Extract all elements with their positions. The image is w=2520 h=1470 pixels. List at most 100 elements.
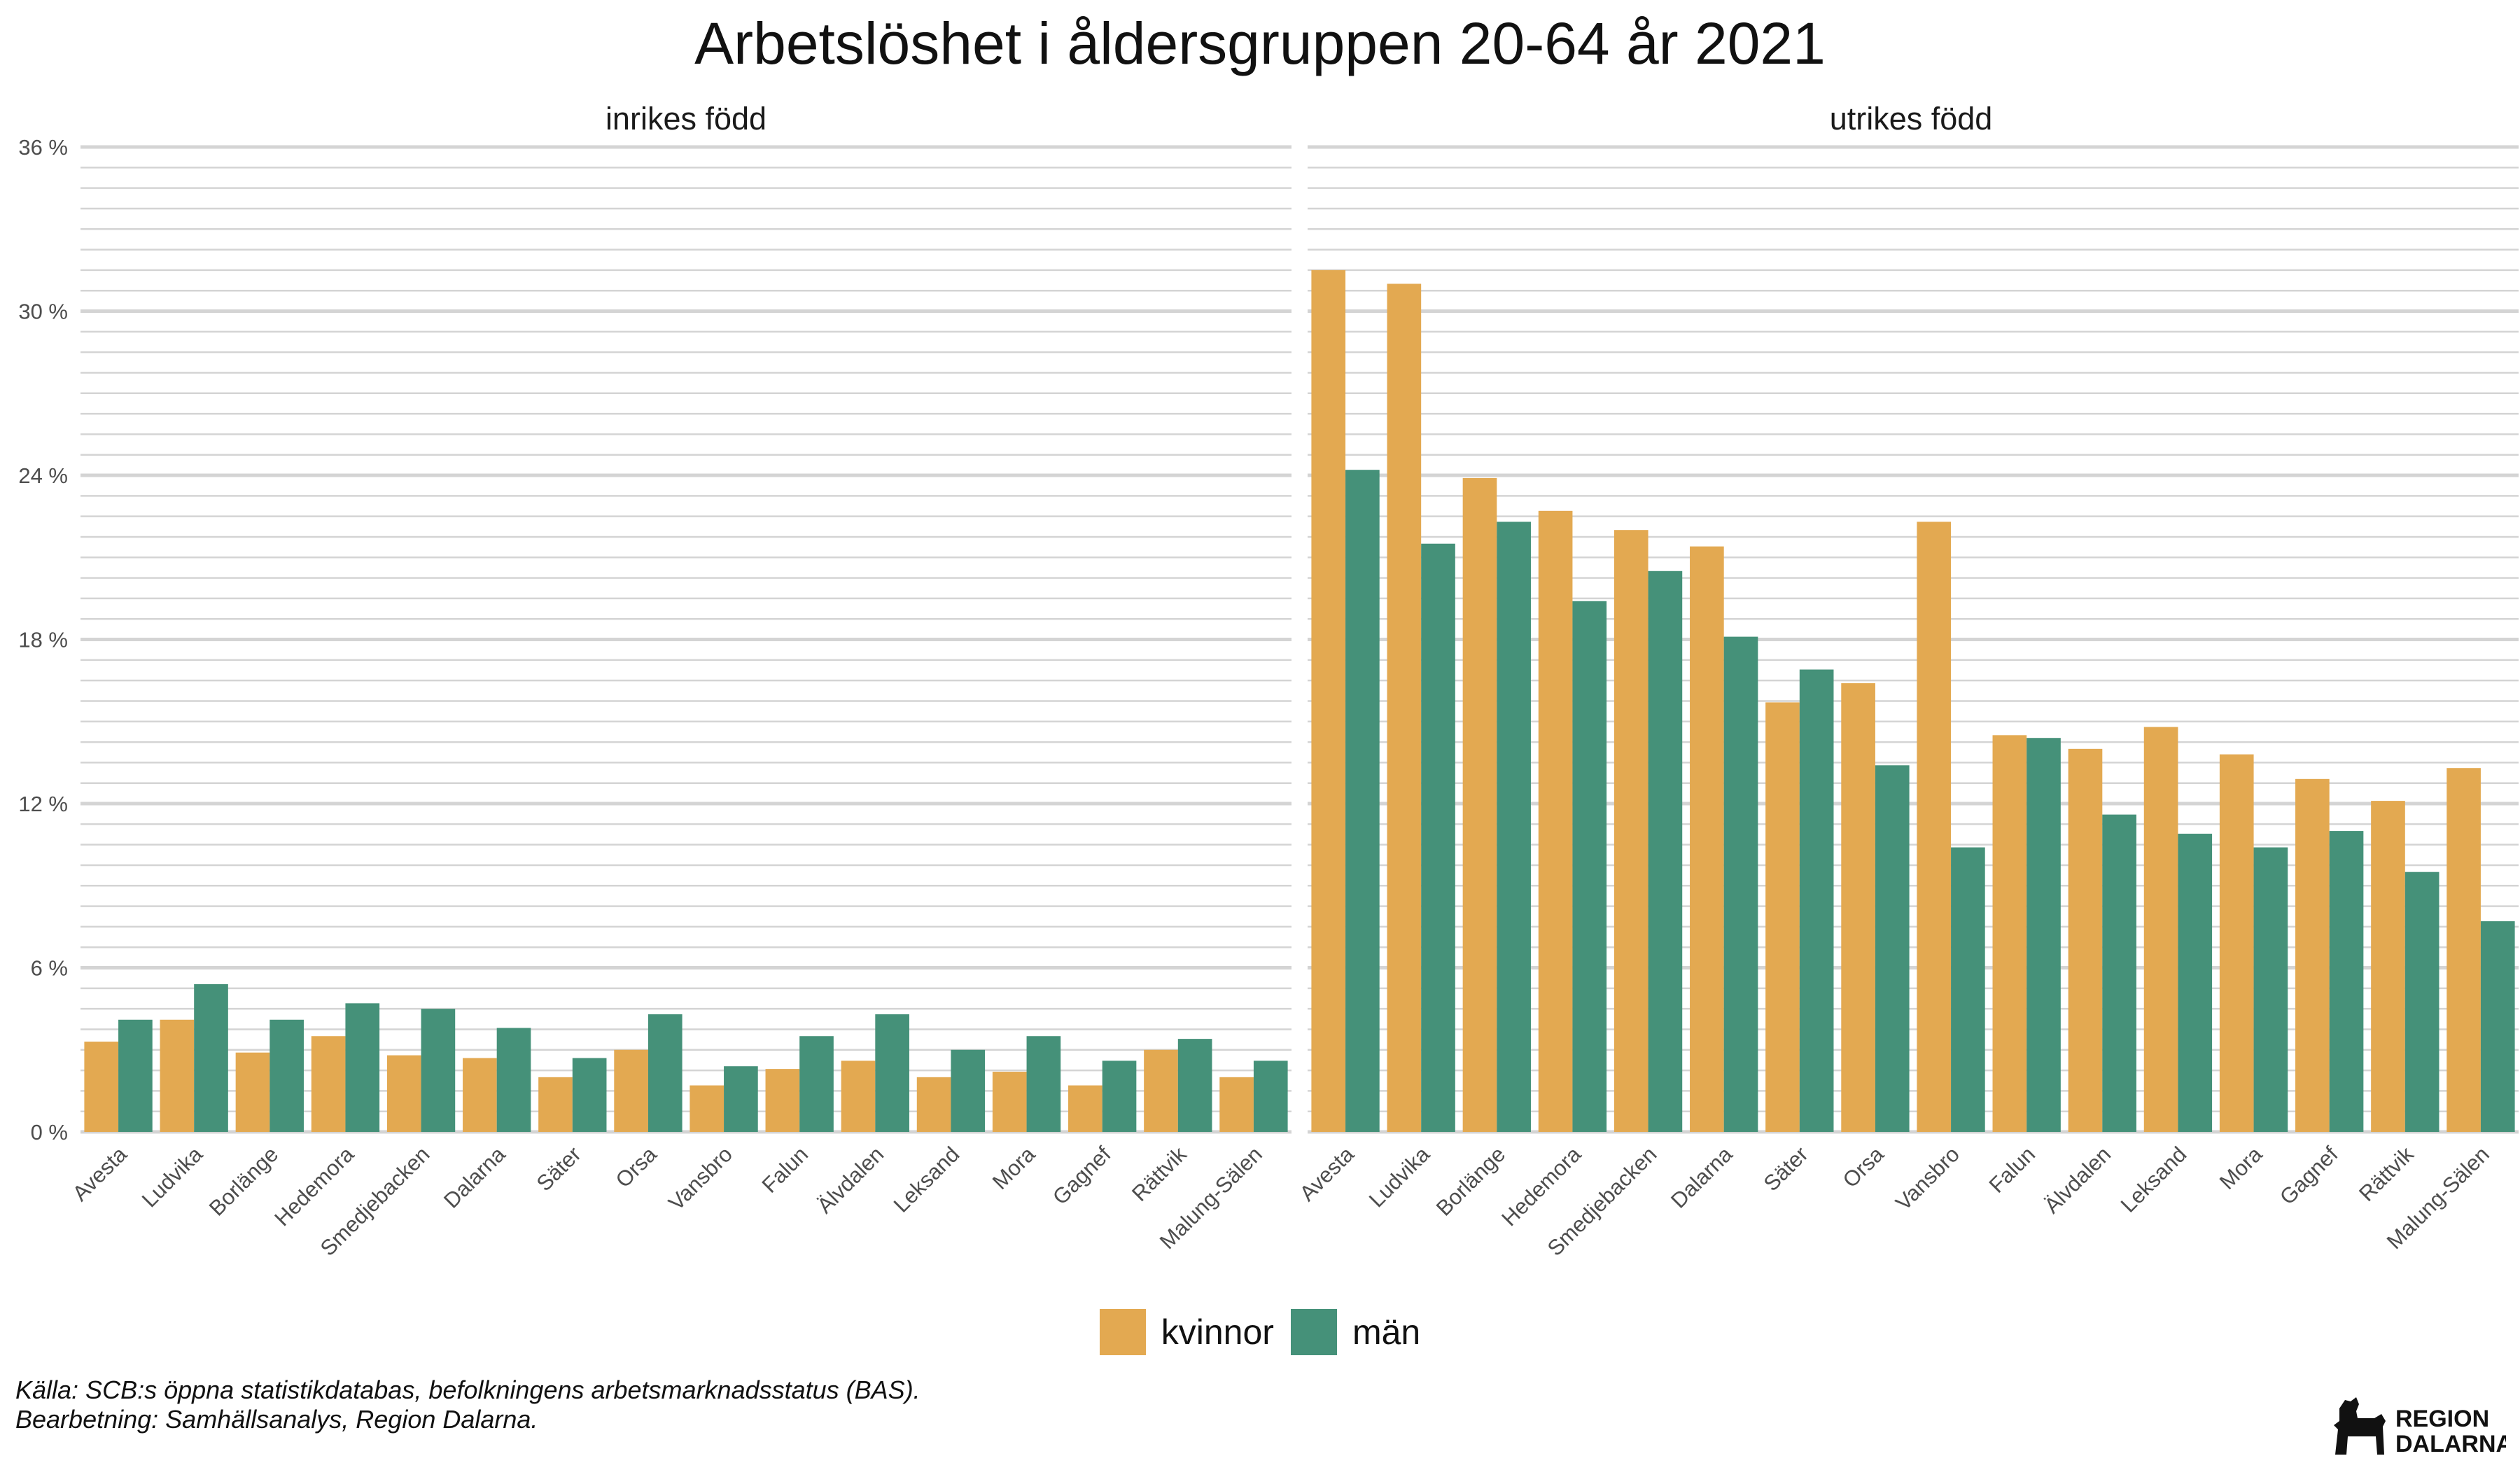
x-tick-label: Leksand bbox=[889, 1142, 965, 1217]
y-tick-label: 36 % bbox=[18, 135, 68, 160]
bar-man-dalarna bbox=[496, 1028, 531, 1132]
bar-kvinnor-rättvik bbox=[2371, 801, 2405, 1132]
bar-man-ludvika bbox=[194, 983, 228, 1132]
x-tick-label: Vansbro bbox=[1891, 1142, 1964, 1215]
bar-kvinnor-ludvika bbox=[1387, 284, 1422, 1133]
x-tick-label: Borlänge bbox=[204, 1142, 283, 1220]
x-tick-label: Leksand bbox=[2116, 1142, 2192, 1217]
bar-man-säter bbox=[1799, 669, 1834, 1132]
bar-kvinnor-falun bbox=[765, 1069, 800, 1132]
bar-kvinnor-säter bbox=[1765, 702, 1800, 1132]
x-tick-label: Avesta bbox=[1295, 1142, 1359, 1206]
bar-kvinnor-avesta bbox=[1311, 270, 1346, 1132]
x-tick-label: Orsa bbox=[1838, 1142, 1889, 1193]
bar-kvinnor-leksand bbox=[916, 1077, 951, 1132]
bar-man-falun bbox=[799, 1036, 834, 1132]
logo-text-line-1: REGION bbox=[2395, 1406, 2489, 1432]
bar-kvinnor-vansbro bbox=[690, 1085, 724, 1132]
y-tick-label: 18 % bbox=[18, 628, 68, 652]
x-tick-label: Falun bbox=[1984, 1142, 2040, 1198]
x-tick-label: Vansbro bbox=[664, 1142, 737, 1215]
legend-swatch-kvinnor bbox=[1099, 1309, 1146, 1355]
y-tick-label: 0 % bbox=[31, 1120, 68, 1144]
source-caption: Källa: SCB:s öppna statistikdatabas, bef… bbox=[15, 1376, 920, 1434]
bar-man-älvdalen bbox=[875, 1014, 909, 1132]
y-axis: 0 % 6 % 12 % 18 % 24 % 30 % 36 % bbox=[18, 135, 68, 1144]
bar-man-vansbro bbox=[724, 1066, 758, 1132]
chart-title: Arbetslöshet i åldersgruppen 20-64 år 20… bbox=[694, 10, 1826, 76]
bar-kvinnor-mora bbox=[992, 1072, 1027, 1132]
bar-kvinnor-leksand bbox=[2143, 727, 2178, 1132]
legend-label-man: män bbox=[1352, 1312, 1421, 1352]
x-tick-label: Mora bbox=[988, 1142, 1040, 1194]
legend: kvinnor män bbox=[0, 1309, 2520, 1355]
bar-man-gagnef bbox=[1102, 1060, 1137, 1132]
x-tick-label: Avesta bbox=[68, 1142, 132, 1206]
bar-kvinnor-dalarna bbox=[1690, 546, 1724, 1132]
bar-man-hedemora bbox=[1572, 601, 1607, 1132]
dala-horse-icon bbox=[2334, 1397, 2386, 1455]
region-logo: REGION DALARNA bbox=[2334, 1397, 2506, 1457]
y-tick-label: 12 % bbox=[18, 792, 68, 816]
bar-kvinnor-orsa bbox=[614, 1049, 648, 1132]
caption-line-1: Källa: SCB:s öppna statistikdatabas, bef… bbox=[15, 1376, 920, 1404]
x-tick-label: Ludvika bbox=[1364, 1142, 1435, 1212]
facet-title: inrikes född bbox=[606, 101, 766, 136]
x-tick-label: Dalarna bbox=[1666, 1142, 1737, 1213]
x-tick-label: Gagnef bbox=[2275, 1142, 2343, 1210]
x-tick-label: Orsa bbox=[611, 1142, 662, 1193]
bar-man-hedemora bbox=[345, 1003, 380, 1132]
x-tick-label: Älvdalen bbox=[812, 1142, 888, 1218]
bar-kvinnor-avesta bbox=[84, 1042, 119, 1132]
bar-kvinnor-säter bbox=[538, 1077, 573, 1132]
y-tick-label: 6 % bbox=[31, 956, 68, 981]
bar-man-smedjebacken bbox=[421, 1009, 456, 1132]
bar-kvinnor-vansbro bbox=[1917, 522, 1952, 1132]
bar-kvinnor-orsa bbox=[1841, 683, 1875, 1132]
bar-kvinnor-gagnef bbox=[2295, 778, 2330, 1132]
bar-man-orsa bbox=[648, 1014, 682, 1132]
x-tick-label: Älvdalen bbox=[2039, 1142, 2115, 1218]
bar-kvinnor-älvdalen bbox=[2068, 748, 2103, 1132]
x-tick-label: Falun bbox=[757, 1142, 813, 1198]
x-tick-label: Dalarna bbox=[439, 1142, 510, 1213]
bar-man-mora bbox=[2253, 847, 2288, 1132]
bar-man-rättvik bbox=[2404, 872, 2440, 1132]
bar-man-säter bbox=[572, 1058, 607, 1132]
x-tick-label: Rättvik bbox=[2354, 1142, 2418, 1206]
bar-man-smedjebacken bbox=[1648, 570, 1683, 1132]
legend-label-kvinnor: kvinnor bbox=[1161, 1312, 1274, 1352]
bar-kvinnor-falun bbox=[1992, 735, 2027, 1132]
bar-man-malung-sälen bbox=[1253, 1060, 1288, 1132]
bar-man-rättvik bbox=[1177, 1039, 1212, 1132]
bar-man-vansbro bbox=[1951, 847, 1985, 1132]
legend-item-man: män bbox=[1290, 1309, 1421, 1355]
bar-man-avesta bbox=[1345, 470, 1380, 1132]
bar-kvinnor-malung-sälen bbox=[2446, 768, 2481, 1132]
x-tick-label: Säter bbox=[1759, 1142, 1813, 1196]
legend-swatch-man bbox=[1290, 1309, 1337, 1355]
bar-kvinnor-borlänge bbox=[1462, 477, 1497, 1132]
y-tick-label: 24 % bbox=[18, 463, 68, 488]
bar-kvinnor-älvdalen bbox=[841, 1060, 876, 1132]
bar-kvinnor-malung-sälen bbox=[1219, 1077, 1254, 1132]
bar-man-gagnef bbox=[2329, 831, 2364, 1132]
bar-kvinnor-mora bbox=[2219, 754, 2254, 1132]
bar-man-falun bbox=[2026, 738, 2061, 1132]
bar-man-dalarna bbox=[1723, 636, 1758, 1132]
bar-kvinnor-ludvika bbox=[160, 1019, 195, 1132]
x-tick-label: Borlänge bbox=[1432, 1142, 1510, 1220]
bar-man-borlänge bbox=[1497, 522, 1531, 1132]
x-tick-label: Mora bbox=[2215, 1142, 2267, 1194]
caption-line-2: Bearbetning: Samhällsanalys, Region Dala… bbox=[15, 1405, 538, 1434]
y-tick-label: 30 % bbox=[18, 300, 68, 324]
legend-item-kvinnor: kvinnor bbox=[1099, 1309, 1274, 1355]
bar-kvinnor-gagnef bbox=[1068, 1085, 1102, 1132]
x-tick-label: Rättvik bbox=[1127, 1142, 1191, 1206]
bar-kvinnor-smedjebacken bbox=[386, 1055, 421, 1132]
bar-kvinnor-dalarna bbox=[463, 1058, 497, 1132]
bar-man-orsa bbox=[1875, 765, 1910, 1132]
